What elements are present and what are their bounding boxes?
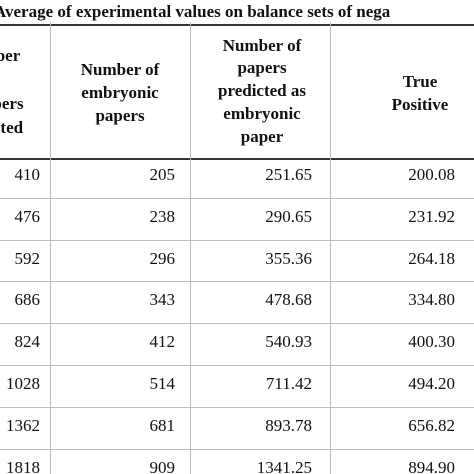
row-line bbox=[0, 197, 474, 199]
header-cell: embryonic bbox=[223, 104, 301, 123]
header-cell: ber bbox=[0, 46, 21, 65]
cell: 334.80 bbox=[408, 290, 455, 310]
cell: 1341.25 bbox=[256, 457, 312, 474]
header-cell: paper bbox=[240, 127, 284, 146]
cell: 343 bbox=[149, 290, 176, 310]
header-cell: papers bbox=[237, 58, 287, 77]
cell: 824 bbox=[14, 332, 41, 352]
cell: 894.90 bbox=[408, 457, 455, 474]
cell: 540.93 bbox=[265, 332, 312, 352]
header-cell: True bbox=[402, 72, 438, 91]
header-cell: pers bbox=[0, 94, 24, 113]
cell: 711.42 bbox=[265, 374, 312, 393]
header-cell: papers bbox=[95, 106, 145, 125]
cell: 200.08 bbox=[408, 165, 455, 184]
cell: 592 bbox=[14, 248, 41, 268]
cell: 494.20 bbox=[408, 374, 455, 393]
column-line bbox=[190, 22, 191, 474]
header-cell: Number of bbox=[222, 36, 302, 55]
cell: 893.78 bbox=[265, 415, 312, 435]
cell: 681 bbox=[149, 415, 176, 435]
header-cell: embryonic bbox=[81, 83, 159, 102]
cell: 205 bbox=[149, 165, 176, 184]
column-line bbox=[50, 22, 51, 474]
cell: 476 bbox=[14, 206, 41, 226]
row-line bbox=[0, 323, 474, 325]
cell: 410 bbox=[14, 165, 41, 184]
cell: 251.65 bbox=[265, 165, 312, 184]
cell: 296 bbox=[149, 248, 176, 268]
cell: 355.36 bbox=[265, 248, 312, 268]
cell: 909 bbox=[149, 457, 176, 474]
cell: 478.68 bbox=[265, 290, 312, 310]
header-cell: cted bbox=[0, 118, 24, 137]
rule bbox=[0, 158, 474, 160]
row-line bbox=[0, 448, 474, 450]
column-line bbox=[330, 22, 331, 474]
header-cell: predicted as bbox=[218, 81, 306, 100]
row-line bbox=[0, 281, 474, 283]
cell: 1818 bbox=[6, 457, 40, 474]
cell: 686 bbox=[14, 290, 41, 310]
cell: 656.82 bbox=[408, 415, 455, 435]
cell: 290.65 bbox=[265, 206, 312, 226]
header-cell: Number of bbox=[80, 60, 160, 79]
row-line bbox=[0, 365, 474, 366]
rule bbox=[0, 24, 474, 26]
header-cell: Positive bbox=[391, 95, 449, 114]
cell: 238 bbox=[149, 206, 176, 226]
cell: 412 bbox=[149, 332, 176, 352]
cell: 264.18 bbox=[408, 248, 455, 268]
table-title: Average of experimental values on balanc… bbox=[0, 2, 391, 21]
row-line bbox=[0, 239, 474, 241]
cell: 1028 bbox=[6, 374, 40, 393]
cell: 400.30 bbox=[408, 332, 455, 352]
cell: 1362 bbox=[6, 415, 40, 435]
cell: 514 bbox=[149, 374, 176, 393]
cell: 231.92 bbox=[408, 206, 455, 226]
row-line bbox=[0, 406, 474, 408]
